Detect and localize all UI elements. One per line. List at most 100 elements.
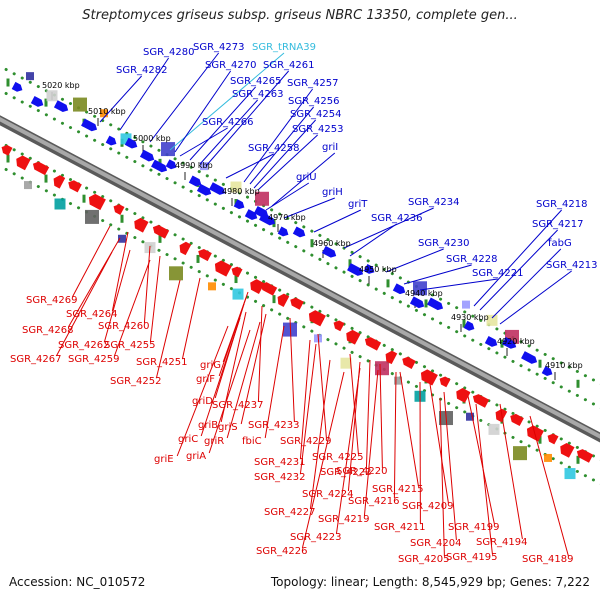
forward-gene-label: SGR_4221	[472, 268, 524, 279]
forward-gene	[124, 137, 138, 149]
forward-leader	[174, 70, 232, 153]
reverse-gene	[214, 260, 232, 277]
kbp-label: 4950 kbp	[359, 265, 397, 274]
feature-block	[208, 282, 216, 291]
reverse-leader	[301, 371, 345, 549]
forward-gene	[139, 149, 155, 162]
forward-gene	[188, 175, 202, 187]
reverse-leader	[55, 251, 113, 357]
reverse-gene-label: griA	[186, 451, 206, 462]
forward-gene-label: SGR_4266	[202, 117, 254, 128]
tick-mark	[576, 379, 580, 388]
forward-gene	[347, 263, 364, 276]
reverse-gene-label: griG	[200, 360, 221, 371]
reverse-gene	[179, 241, 192, 256]
reverse-gene	[250, 279, 265, 294]
forward-gene-label: SGR_4254	[290, 109, 342, 120]
kbp-label: 4940 kbp	[405, 289, 443, 298]
reverse-gene-label: SGR_4259	[68, 354, 120, 365]
reverse-gene-label: SGR_4251	[136, 357, 188, 368]
reverse-leader	[264, 325, 285, 439]
dotted-line	[0, 88, 600, 410]
reverse-gene	[364, 337, 382, 351]
reverse-gene	[526, 425, 544, 442]
reverse-gene-label: SGR_4204	[410, 538, 462, 549]
reverse-gene-label: SGR_4252	[110, 376, 162, 387]
forward-leader	[343, 207, 434, 249]
feature-block	[513, 446, 527, 461]
reverse-leader	[499, 403, 523, 540]
tick-mark	[234, 275, 238, 284]
forward-leader	[491, 248, 562, 319]
feature-block	[375, 361, 389, 376]
reverse-gene-label: griS	[218, 422, 238, 433]
forward-gene-label: griT	[348, 199, 368, 210]
kbp-label: 4910 kbp	[545, 361, 583, 370]
reverse-gene	[68, 180, 82, 193]
reverse-leader	[429, 383, 449, 504]
forward-gene	[244, 209, 258, 220]
reverse-gene	[198, 248, 212, 262]
reverse-gene-label: SGR_4223	[290, 532, 342, 543]
forward-leader	[149, 52, 219, 143]
forward-gene-label: SGR_tRNA39	[252, 42, 316, 53]
reverse-leader	[181, 277, 201, 360]
kbp-label: 5000 kbp	[133, 134, 171, 143]
forward-leader	[243, 88, 314, 183]
reverse-leader	[240, 313, 267, 425]
reverse-gene	[495, 408, 508, 423]
kbp-label: 4930 kbp	[451, 313, 489, 322]
forward-gene-label: griI	[322, 142, 338, 153]
forward-gene	[409, 296, 425, 309]
feature-block	[73, 97, 87, 112]
feature-block	[340, 357, 352, 369]
forward-gene	[321, 245, 337, 258]
reverse-gene-label: SGR_4269	[26, 295, 78, 306]
forward-gene-label: SGR_4256	[288, 96, 340, 107]
forward-gene-label: SGR_4273	[193, 42, 245, 53]
reverse-gene-label: griE	[154, 454, 174, 465]
reverse-leader	[379, 363, 383, 469]
reverse-leader	[475, 403, 493, 555]
reverse-leader	[155, 279, 181, 379]
tick-mark	[196, 254, 200, 263]
forward-leader	[249, 106, 314, 185]
reverse-gene	[402, 356, 416, 369]
reverse-gene	[290, 297, 304, 310]
kbp-label: 4980 kbp	[222, 187, 260, 196]
reverse-gene-label: SGR_4219	[318, 514, 370, 525]
forward-gene	[209, 182, 226, 195]
feature-block	[100, 109, 108, 118]
forward-gene	[392, 283, 406, 295]
reverse-gene-label: SGR_4189	[522, 554, 574, 565]
reverse-leader	[393, 371, 397, 499]
tick-mark	[120, 214, 124, 223]
feature-block	[46, 90, 58, 102]
kbp-label: 5010 kbp	[88, 107, 126, 116]
forward-gene-label: SGR_4213	[546, 260, 598, 271]
dotted-line	[0, 140, 600, 462]
reverse-leader	[317, 333, 327, 439]
tick-mark	[82, 194, 86, 203]
feature-block	[169, 266, 183, 281]
forward-leader	[119, 57, 170, 131]
feature-block	[54, 198, 66, 210]
forward-gene	[259, 212, 276, 226]
forward-leader	[313, 209, 362, 233]
reverse-gene-label: griC	[178, 434, 198, 445]
feature-block	[544, 453, 552, 462]
forward-gene	[292, 226, 306, 238]
forward-gene-label: SGR_4228	[446, 254, 498, 265]
tick-mark	[6, 154, 10, 163]
forward-leader	[253, 119, 316, 189]
forward-gene-label: SGR_4253	[292, 124, 344, 135]
feature-block	[200, 162, 208, 171]
forward-gene-label: SGR_4218	[536, 199, 588, 210]
kbp-labels: 5020 kbp 5010 kbp 5000 kbp 4990 kbp 4980 kbp…	[42, 81, 583, 370]
reverse-label-leaders	[55, 225, 569, 557]
reverse-gene	[32, 161, 50, 176]
forward-gene-arrows	[11, 81, 553, 376]
tick-mark	[44, 98, 48, 107]
forward-gene-label: SGR_4261	[263, 60, 315, 71]
